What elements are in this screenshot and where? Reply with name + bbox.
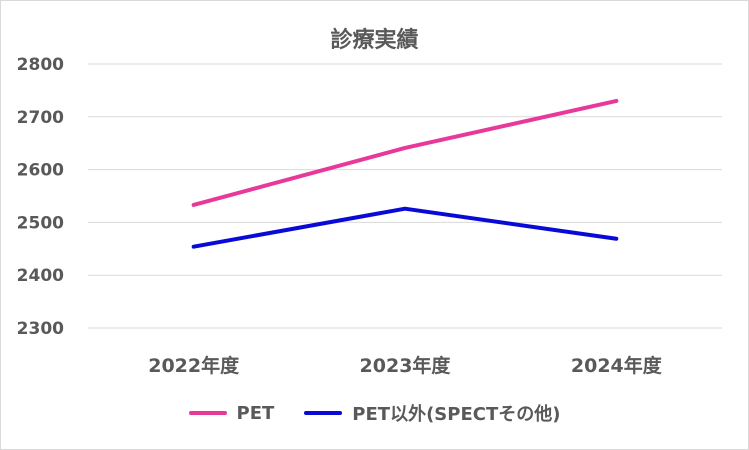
- series-line-1: [191, 206, 619, 249]
- series-lines: [191, 98, 619, 249]
- legend-item-pet: PET: [188, 402, 275, 424]
- chart-title: 診療実績: [330, 28, 419, 53]
- x-tick-label: 2022年度: [148, 354, 240, 377]
- legend-item-non-pet: PET以外(SPECTその他): [304, 400, 560, 426]
- y-tick-label: 2600: [17, 161, 64, 181]
- x-axis-ticks: 2022年度 2023年度 2024年度: [148, 354, 663, 377]
- y-tick-label: 2800: [17, 55, 64, 75]
- y-tick-label: 2300: [17, 319, 64, 339]
- y-tick-label: 2500: [17, 213, 64, 233]
- series-line-0: [191, 98, 619, 207]
- x-tick-label: 2024年度: [571, 354, 663, 377]
- legend-label-non-pet: PET以外(SPECTその他): [352, 404, 561, 425]
- y-axis-ticks: 2300 2400 2500 2600 2700 2800: [17, 55, 64, 339]
- y-tick-label: 2400: [17, 266, 64, 286]
- x-tick-label: 2023年度: [360, 354, 452, 377]
- y-tick-label: 2700: [17, 108, 64, 128]
- gridlines: [88, 63, 722, 329]
- legend-swatch-non-pet: [304, 411, 343, 415]
- legend: PET PET以外(SPECTその他): [0, 400, 749, 426]
- legend-label-pet: PET: [236, 402, 275, 424]
- legend-swatch-pet: [188, 411, 227, 415]
